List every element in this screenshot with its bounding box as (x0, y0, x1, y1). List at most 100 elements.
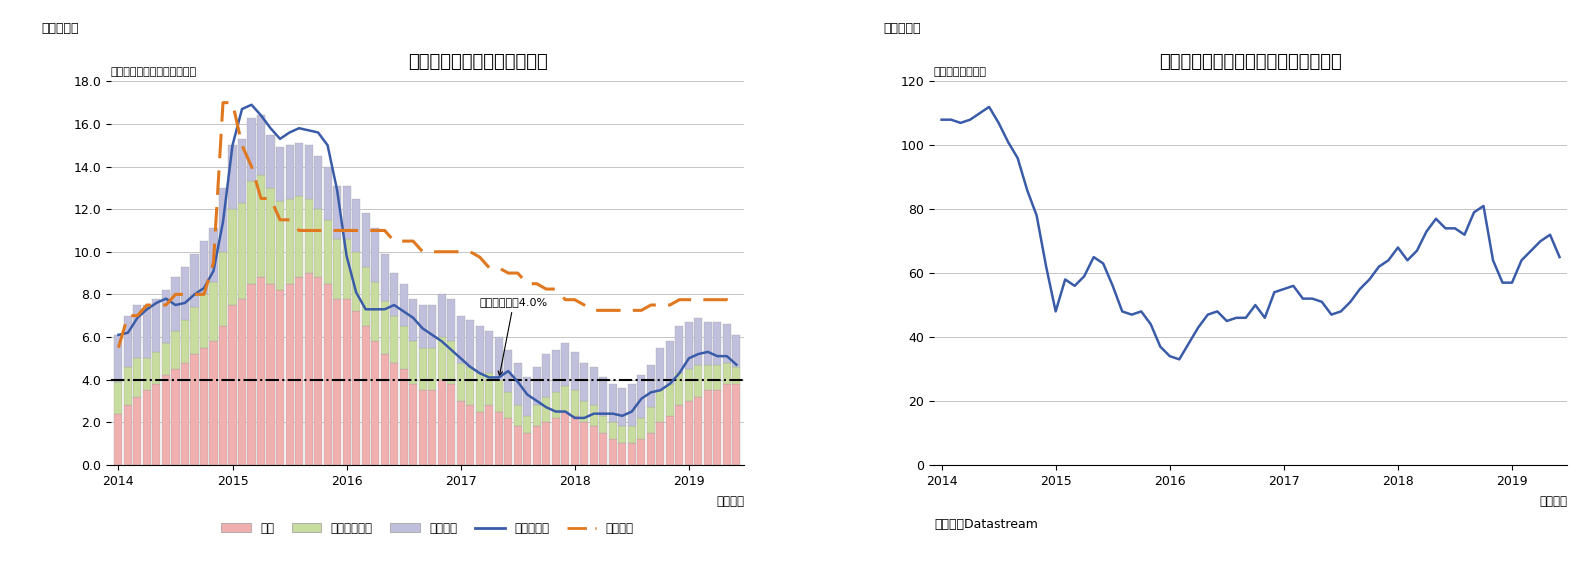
Bar (171, 369, 179, 465)
Bar (446, 299, 456, 341)
Bar (628, 426, 636, 443)
Bar (657, 347, 665, 390)
Legend: 食品, 食品以外の財, サービス, インフレ率, 政策金利: 食品, 食品以外の財, サービス, インフレ率, 政策金利 (217, 517, 638, 539)
Bar (552, 350, 560, 392)
Bar (285, 199, 293, 284)
Bar (399, 327, 408, 369)
Bar (275, 148, 283, 200)
Bar (114, 414, 122, 465)
Bar (685, 322, 693, 369)
Bar (332, 186, 340, 239)
Bar (533, 367, 541, 405)
Bar (552, 392, 560, 418)
Bar (171, 277, 179, 331)
Bar (304, 145, 312, 199)
Bar (465, 320, 475, 367)
Bar (733, 384, 741, 465)
Bar (408, 384, 418, 465)
Bar (161, 290, 169, 343)
Bar (524, 433, 532, 465)
Bar (590, 405, 598, 426)
Bar (228, 145, 236, 209)
Text: （出所）ロシア連邦国家統計局: （出所）ロシア連邦国家統計局 (111, 580, 215, 581)
Bar (247, 181, 255, 284)
Bar (503, 418, 513, 465)
Bar (361, 327, 370, 465)
Bar (361, 213, 370, 267)
Bar (361, 267, 370, 327)
Bar (571, 416, 579, 465)
Bar (609, 384, 617, 422)
Bar (638, 439, 646, 465)
Bar (142, 390, 150, 465)
Bar (389, 273, 399, 315)
Bar (714, 322, 722, 365)
Bar (152, 384, 160, 465)
Title: インフレ率・政策金利の推移: インフレ率・政策金利の推移 (408, 53, 548, 71)
Bar (228, 305, 236, 465)
Bar (237, 139, 245, 203)
Bar (581, 401, 589, 422)
Bar (704, 365, 712, 390)
Bar (657, 390, 665, 422)
Bar (514, 405, 522, 426)
Bar (133, 305, 141, 358)
Bar (418, 390, 427, 465)
Bar (370, 341, 380, 465)
Bar (503, 350, 513, 392)
Bar (351, 311, 361, 465)
Bar (503, 392, 513, 418)
Bar (714, 365, 722, 390)
Bar (399, 369, 408, 465)
Bar (446, 341, 456, 384)
Text: （図表２）: （図表２） (41, 22, 79, 35)
Bar (571, 352, 579, 390)
Bar (266, 135, 274, 188)
Bar (628, 443, 636, 465)
Bar (323, 220, 331, 284)
Bar (484, 373, 494, 405)
Bar (209, 228, 217, 282)
Bar (180, 320, 188, 363)
Bar (437, 337, 446, 379)
Bar (123, 315, 131, 367)
Bar (733, 335, 741, 367)
Bar (427, 347, 437, 390)
Bar (313, 277, 321, 465)
Bar (114, 335, 122, 382)
Bar (294, 143, 302, 196)
Bar (123, 405, 131, 465)
Bar (437, 295, 446, 337)
Bar (446, 384, 456, 465)
Bar (456, 315, 465, 363)
Bar (533, 426, 541, 465)
Bar (456, 363, 465, 401)
Bar (704, 322, 712, 365)
Bar (465, 405, 475, 465)
Bar (562, 411, 570, 465)
Bar (199, 241, 207, 295)
Bar (456, 401, 465, 465)
Text: （ドル／バレル）: （ドル／バレル） (934, 67, 986, 77)
Bar (475, 327, 484, 373)
Text: （出所）Datastream: （出所）Datastream (934, 518, 1038, 532)
Bar (294, 277, 302, 465)
Bar (228, 209, 236, 305)
Bar (190, 307, 198, 354)
Bar (676, 405, 684, 465)
Bar (190, 354, 198, 465)
Bar (161, 375, 169, 465)
Bar (380, 301, 389, 354)
Title: 原油価格（ブレント原油先物）の推移: 原油価格（ブレント原油先物）の推移 (1159, 53, 1342, 71)
Bar (142, 358, 150, 390)
Bar (342, 299, 351, 465)
Bar (275, 290, 283, 465)
Bar (123, 367, 131, 405)
Text: （月次）: （月次） (716, 496, 744, 508)
Bar (256, 116, 264, 175)
Bar (714, 390, 722, 465)
Bar (180, 267, 188, 320)
Bar (256, 277, 264, 465)
Bar (628, 384, 636, 426)
Text: （対前年比，金利水準，％）: （対前年比，金利水準，％） (111, 67, 196, 77)
